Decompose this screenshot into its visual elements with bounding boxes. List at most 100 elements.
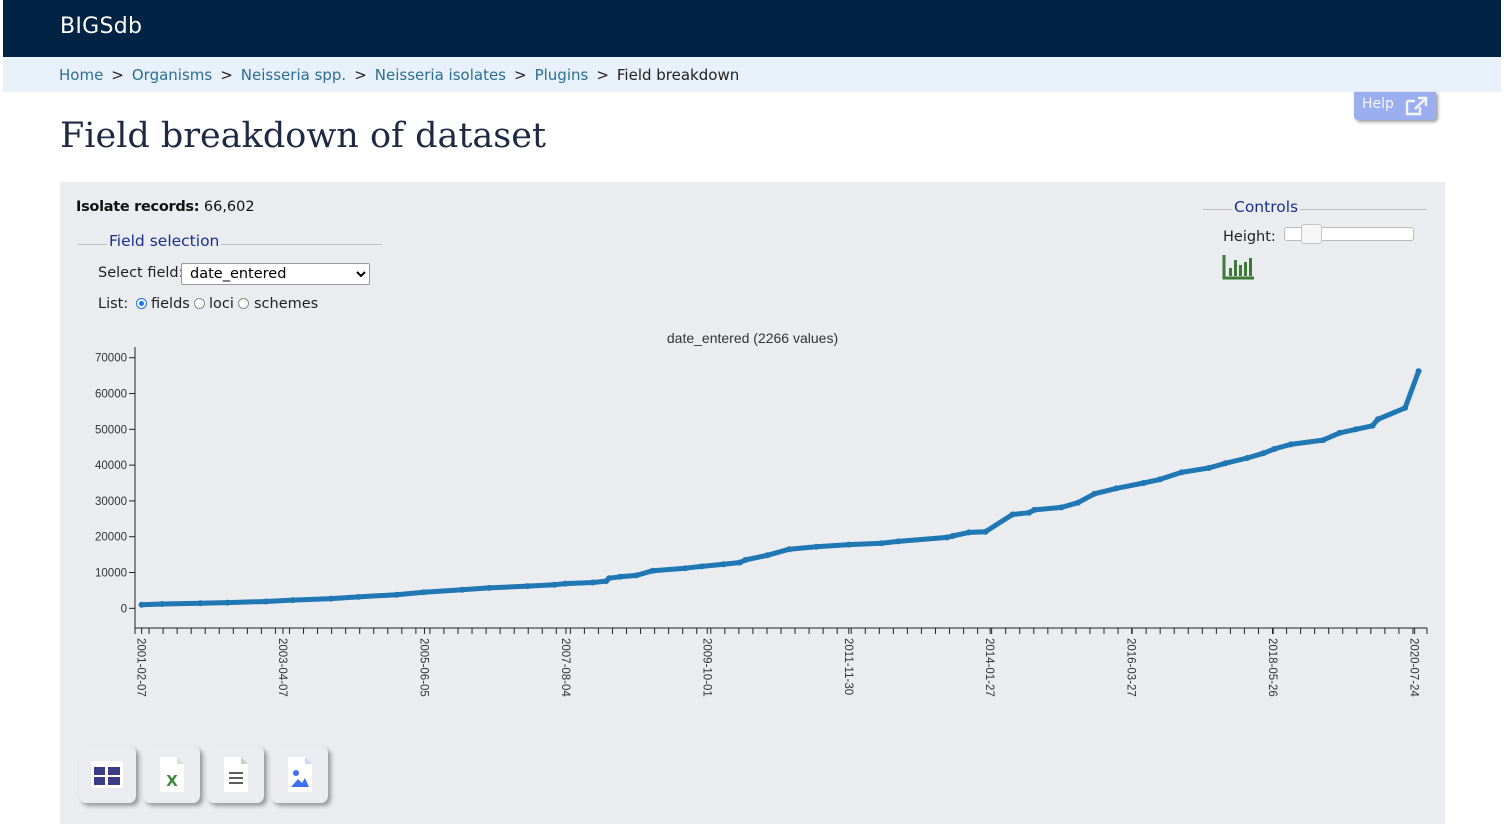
data-point <box>1091 490 1098 497</box>
breadcrumb-home[interactable]: Home <box>59 66 104 84</box>
y-tick-label: 20000 <box>95 532 127 544</box>
data-point <box>606 575 613 582</box>
radio-fields[interactable] <box>136 298 147 309</box>
data-point <box>1402 404 1409 411</box>
controls-legend: Controls <box>1232 198 1301 216</box>
radio-fields-label[interactable]: fields <box>151 296 190 312</box>
data-point <box>1244 455 1251 461</box>
chart-title: date_entered (2266 values) <box>666 330 839 346</box>
isolate-records-label: Isolate records: <box>76 199 200 215</box>
data-point <box>846 541 852 548</box>
bar-chart-icon[interactable] <box>1222 253 1256 281</box>
x-tick-label: 2003-04-07 <box>276 638 288 697</box>
data-point <box>524 583 531 590</box>
data-point <box>944 534 951 541</box>
data-point <box>262 598 269 605</box>
data-point <box>1353 426 1360 433</box>
x-tick-label: 2007-08-04 <box>559 638 571 697</box>
export-excel-button[interactable]: X <box>143 746 200 803</box>
data-point <box>1222 460 1229 467</box>
data-point <box>742 557 749 563</box>
x-tick-label: 2018-05-26 <box>1266 638 1278 697</box>
data-point <box>1058 504 1065 511</box>
data-point <box>459 586 466 593</box>
data-point <box>589 579 596 586</box>
y-tick-label: 10000 <box>95 568 127 580</box>
export-text-button[interactable] <box>207 746 264 803</box>
export-image-button[interactable] <box>271 746 328 803</box>
svg-text:X: X <box>166 772 178 790</box>
data-point <box>1156 476 1163 483</box>
data-point <box>1260 450 1267 457</box>
data-point <box>355 593 362 600</box>
data-point <box>698 563 705 570</box>
data-point <box>1031 506 1038 513</box>
breadcrumb-current: Field breakdown <box>616 66 740 84</box>
data-point <box>1369 422 1376 429</box>
data-point <box>1178 469 1185 476</box>
select-field-label: Select field: <box>98 265 184 281</box>
data-point <box>1415 368 1422 375</box>
export-table-button[interactable] <box>79 746 136 803</box>
data-point <box>393 591 400 598</box>
breadcrumb-separator: > <box>220 66 233 84</box>
page-title: Field breakdown of dataset <box>60 116 547 156</box>
data-point <box>1074 499 1081 506</box>
x-tick-label: 2001-02-07 <box>135 638 147 697</box>
data-point <box>562 580 569 587</box>
breadcrumb-neisseria-isolates[interactable]: Neisseria isolates <box>374 66 506 84</box>
y-tick-label: 0 <box>121 603 127 615</box>
data-point <box>764 552 771 559</box>
data-point <box>649 567 656 574</box>
breakdown-panel: Isolate records: 66,602 Field selection … <box>60 182 1445 824</box>
field-selection-legend: Field selection <box>107 232 222 250</box>
isolate-records: Isolate records: 66,602 <box>76 199 255 215</box>
text-file-icon <box>224 757 248 792</box>
data-point <box>1271 446 1278 452</box>
breadcrumb-separator: > <box>596 66 609 84</box>
controls-border <box>1203 209 1427 210</box>
data-point <box>1287 441 1294 448</box>
y-tick-label: 30000 <box>95 496 127 508</box>
excel-file-icon: X <box>160 757 184 792</box>
breadcrumb-separator: > <box>514 66 527 84</box>
data-point <box>633 572 640 579</box>
data-point <box>486 584 493 591</box>
data-point <box>878 540 885 547</box>
help-label: Help <box>1362 96 1394 112</box>
radio-schemes-label[interactable]: schemes <box>254 296 319 312</box>
x-tick-label: 2020-07-24 <box>1408 638 1420 697</box>
radio-loci[interactable] <box>194 298 205 309</box>
data-point <box>1140 480 1147 486</box>
table-icon <box>91 761 123 788</box>
breadcrumb-plugins[interactable]: Plugins <box>534 66 589 84</box>
data-point <box>1026 509 1032 516</box>
brand-logo[interactable]: BIGSdb <box>60 14 143 39</box>
data-point <box>1374 416 1381 423</box>
radio-loci-label[interactable]: loci <box>209 296 234 312</box>
data-point <box>813 543 820 550</box>
help-button[interactable]: Help <box>1354 92 1436 120</box>
data-point <box>682 565 689 572</box>
external-link-icon <box>1405 96 1428 116</box>
x-tick-label: 2014-01-27 <box>983 638 995 697</box>
field-select[interactable]: date_entered <box>181 263 370 285</box>
data-point <box>895 538 902 545</box>
date-entered-chart: 0 10000 20000 30000 40000 50000 60000 70000 2001… <box>95 347 1428 697</box>
data-point <box>138 601 145 608</box>
height-slider-handle[interactable] <box>1301 224 1322 244</box>
breadcrumb-organisms[interactable]: Organisms <box>131 66 213 84</box>
radio-schemes[interactable] <box>238 298 249 309</box>
data-point <box>786 546 793 553</box>
y-tick-label: 70000 <box>95 353 127 365</box>
x-tick-label: 2009-10-01 <box>700 638 712 697</box>
data-point <box>1336 429 1343 436</box>
data-point <box>720 561 727 568</box>
field-selection-border <box>78 244 382 245</box>
series-line <box>139 368 1422 608</box>
y-tick-label: 40000 <box>95 460 127 472</box>
data-point <box>551 581 558 588</box>
height-label: Height: <box>1223 229 1276 245</box>
top-bar: BIGSdb <box>3 0 1501 57</box>
breadcrumb-neisseria-spp[interactable]: Neisseria spp. <box>240 66 347 84</box>
